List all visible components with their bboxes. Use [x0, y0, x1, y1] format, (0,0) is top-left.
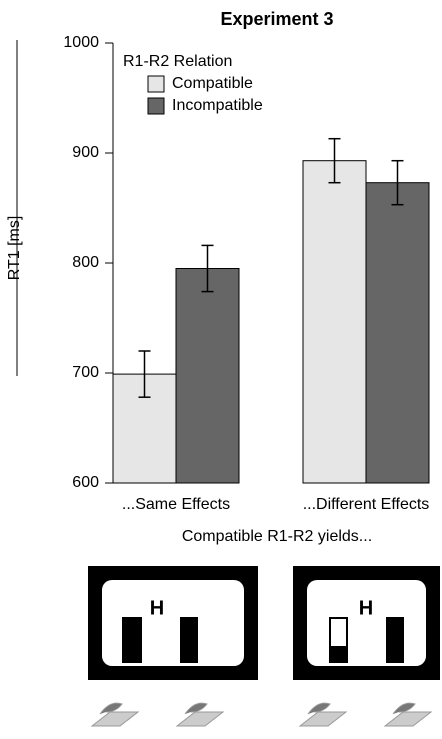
legend-label: Incompatible — [172, 97, 263, 114]
y-tick-label: 800 — [72, 254, 99, 271]
legend-label: Compatible — [172, 75, 253, 92]
y-tick-label: 700 — [72, 364, 99, 381]
screen-letter: H — [359, 597, 373, 619]
legend-swatch — [147, 97, 165, 115]
x-tick-label: ...Same Effects — [122, 496, 230, 513]
x-axis-label: Compatible R1-R2 yields... — [182, 528, 372, 545]
hand-icons — [90, 702, 433, 727]
chart-title: Experiment 3 — [220, 9, 333, 29]
screen-letter: H — [150, 597, 164, 619]
screen: H — [293, 566, 440, 680]
y-axis-label: RT1 [ms] — [6, 216, 23, 281]
error-bar — [328, 137, 341, 184]
x-tick-label: ...Different Effects — [303, 496, 430, 513]
error-bar — [391, 159, 404, 206]
legend-swatch — [147, 75, 165, 93]
y-tick-label: 1000 — [63, 34, 99, 51]
error-bar — [138, 350, 151, 398]
y-tick-label: 600 — [72, 474, 99, 491]
bar — [365, 182, 430, 484]
bar — [302, 160, 367, 484]
bar — [175, 268, 240, 484]
legend-title: R1-R2 Relation — [123, 53, 232, 70]
y-tick-label: 900 — [72, 144, 99, 161]
screen: H — [88, 566, 258, 680]
error-bar — [201, 244, 214, 293]
